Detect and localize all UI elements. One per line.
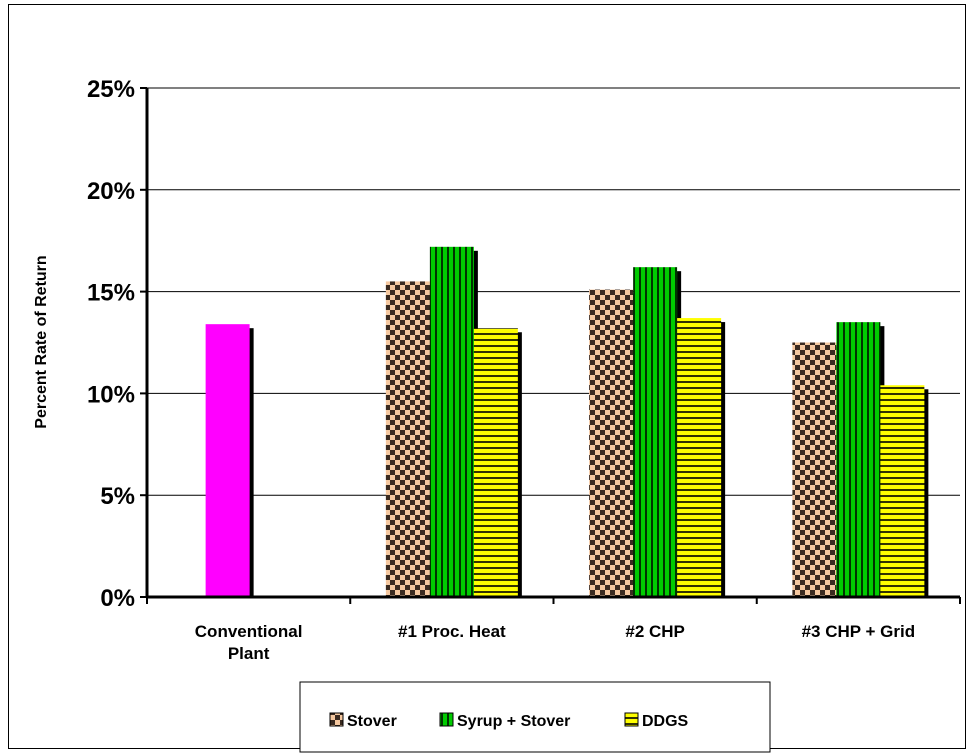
legend-label: DDGS	[642, 713, 689, 730]
y-tick-label: 25%	[87, 76, 135, 103]
legend-swatch	[624, 712, 639, 727]
bar-stover	[792, 342, 837, 597]
y-tick-label: 20%	[87, 178, 135, 205]
legend-label: Stover	[347, 713, 397, 730]
legend-label: Syrup + Stover	[457, 713, 570, 730]
bar-stover	[589, 289, 634, 597]
bar-syrup-stover	[836, 322, 881, 597]
y-tick-label: 0%	[100, 585, 135, 612]
y-tick-label: 10%	[87, 381, 135, 408]
bar-ddgs	[677, 318, 722, 597]
bars	[205, 246, 929, 598]
legend-swatch	[439, 712, 454, 727]
x-category-label: Conventional Plant	[195, 622, 303, 663]
bar-conventional-plant	[205, 324, 250, 597]
bar-stover	[385, 281, 430, 597]
bar-syrup-stover	[429, 246, 474, 598]
bar-ddgs	[473, 328, 518, 597]
legend-box	[299, 681, 771, 753]
category-labels: Conventional Plant #1 Proc. Heat #2 CHP #3 C…	[195, 622, 915, 663]
bar-ddgs	[880, 385, 925, 597]
x-category-label: #2 CHP	[625, 622, 685, 641]
legend-swatch	[329, 712, 344, 727]
axes	[140, 87, 961, 604]
x-category-label: #3 CHP + Grid	[802, 622, 916, 641]
bar-syrup-stover	[633, 267, 678, 597]
y-axis-title: Percent Rate of Return	[33, 255, 50, 428]
tick-labels: 0% 5% 10% 15% 20% 25%	[87, 76, 135, 612]
y-tick-label: 15%	[87, 280, 135, 307]
x-category-label: #1 Proc. Heat	[398, 622, 506, 641]
y-tick-label: 5%	[100, 483, 135, 510]
legend: Stover Syrup + Stover DDGS	[299, 681, 771, 753]
